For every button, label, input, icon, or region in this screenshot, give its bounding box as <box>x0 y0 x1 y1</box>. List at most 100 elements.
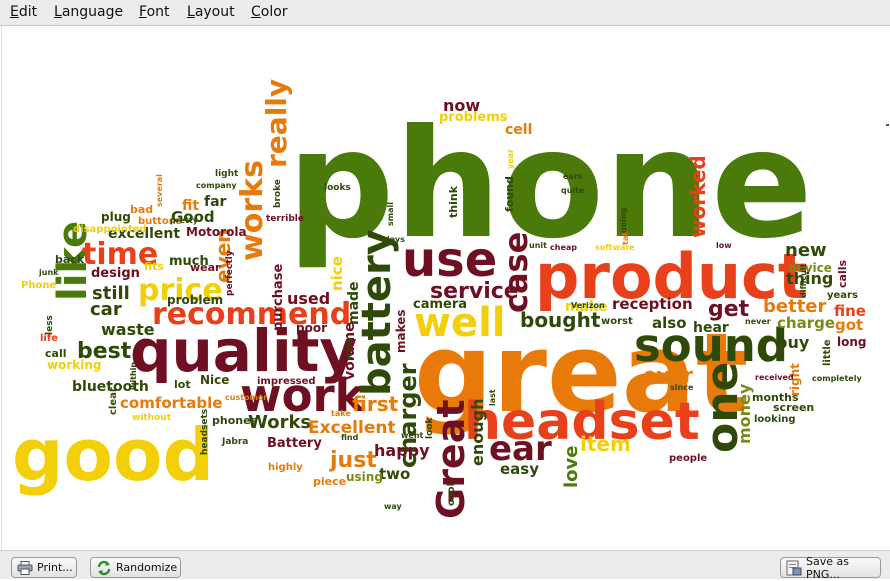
cloud-word: service <box>430 279 519 304</box>
cloud-word: really <box>260 79 293 168</box>
save-icon <box>786 560 802 575</box>
cloud-word: volume <box>342 322 358 380</box>
cloud-word: waste <box>101 320 155 339</box>
cloud-word: plug <box>101 210 131 224</box>
cloud-word: bluetooth <box>72 379 149 395</box>
cloud-word: case <box>497 232 535 313</box>
cloud-word: ear <box>489 429 552 469</box>
cloud-word: product <box>535 240 807 313</box>
cloud-word: several <box>155 174 164 207</box>
menu-font[interactable]: Font <box>139 4 170 20</box>
cloud-word: Excellent <box>308 418 396 438</box>
word-cloud-canvas: phone great product quality good headset sound… <box>1 26 890 550</box>
cloud-word: disappointed <box>73 224 147 235</box>
cloud-word: also <box>652 314 687 332</box>
cloud-word: still <box>92 283 130 304</box>
cloud-word: fit <box>182 198 199 214</box>
cloud-word: broke <box>273 179 283 208</box>
cloud-word: working <box>47 358 101 372</box>
cloud-word: headset <box>464 392 700 452</box>
cloud-word: went <box>401 431 424 440</box>
cloud-word: ever <box>643 363 693 387</box>
cloud-word: work <box>240 369 366 422</box>
cloud-word: talk <box>621 227 630 245</box>
cloud-word: bad <box>130 203 153 216</box>
cloud-word: makes <box>394 309 408 353</box>
cloud-word: much <box>169 254 209 269</box>
cloud-word: fine <box>834 302 866 320</box>
cloud-word: wear <box>190 261 221 274</box>
cloud-word: thing <box>786 269 833 288</box>
cloud-word: unit <box>529 241 547 250</box>
cloud-word: Great <box>429 399 473 519</box>
cloud-word: first <box>352 392 399 416</box>
cloud-word: best <box>77 339 132 364</box>
cloud-word: device <box>788 261 832 275</box>
cloud-word: better <box>763 296 827 317</box>
menu-edit[interactable]: Edit <box>10 4 38 20</box>
cloud-word: completely <box>812 374 862 383</box>
printer-icon <box>17 560 33 575</box>
randomize-button[interactable]: Randomize <box>90 557 181 578</box>
cloud-word: terrible <box>266 214 304 224</box>
cloud-word: battery <box>354 229 400 396</box>
cloud-word: happy <box>374 441 430 460</box>
cloud-word: right <box>788 363 802 396</box>
cloud-word: bought <box>520 308 601 332</box>
cloud-word: quite <box>561 186 585 195</box>
cloud-word: quality <box>130 317 357 385</box>
cloud-word: reception <box>612 295 693 313</box>
cloud-word: money <box>735 383 754 444</box>
save-png-button-label: Save as PNG... <box>806 554 849 581</box>
cloud-word: works <box>235 160 270 261</box>
cloud-word: now <box>443 96 480 115</box>
cloud-word: hear <box>693 320 729 336</box>
cloud-word: new <box>785 240 827 261</box>
print-button-label: Print... <box>37 561 73 574</box>
cloud-word: two <box>379 465 410 483</box>
cloud-word: design <box>91 266 140 281</box>
cloud-word: fits <box>144 260 164 273</box>
cloud-word: life <box>40 333 58 344</box>
menu-layout[interactable]: Layout <box>187 4 235 20</box>
cloud-word: like <box>50 221 96 301</box>
cloud-word: never <box>745 317 771 326</box>
cloud-word: love <box>561 446 582 488</box>
cloud-word: long <box>837 335 867 349</box>
cloud-word: customer <box>225 393 267 402</box>
cloud-word: found <box>503 176 516 212</box>
cloud-word: low <box>716 241 732 250</box>
cloud-word: people <box>669 453 707 464</box>
menu-bar: Edit Language Font Layout Color <box>0 0 890 26</box>
cloud-word: far <box>204 194 227 210</box>
cloud-word: highly <box>268 462 303 473</box>
refresh-icon <box>97 560 111 575</box>
cloud-word: item <box>580 432 631 456</box>
cloud-word: use <box>402 232 497 288</box>
cloud-word: cheap <box>550 243 577 252</box>
cloud-word: phones <box>212 414 258 427</box>
cloud-word: good <box>12 413 214 497</box>
cloud-word: made <box>346 281 362 325</box>
cloud-word: easy <box>500 460 539 478</box>
menu-color[interactable]: Color <box>251 4 288 20</box>
cloud-word: year <box>506 149 515 169</box>
cloud-word: years <box>827 290 858 301</box>
cloud-word: difficult <box>799 263 808 298</box>
cloud-word: months <box>752 391 799 404</box>
menu-language[interactable]: Language <box>54 4 124 20</box>
print-button[interactable]: Print... <box>11 557 77 578</box>
cloud-word: used <box>287 289 330 308</box>
cloud-word: perfectly <box>225 250 235 296</box>
cloud-word: days <box>384 235 405 244</box>
cloud-word: excellent <box>108 226 180 242</box>
cloud-word: received <box>755 373 794 382</box>
cloud-word: Nice <box>200 373 229 387</box>
cloud-word: purchase <box>271 264 286 331</box>
cloud-word: since <box>670 383 694 392</box>
cloud-word: Phone <box>21 280 56 291</box>
save-png-button[interactable]: Save as PNG... <box>780 554 881 581</box>
cloud-word: small <box>386 202 395 226</box>
cloud-word: light <box>215 169 239 179</box>
